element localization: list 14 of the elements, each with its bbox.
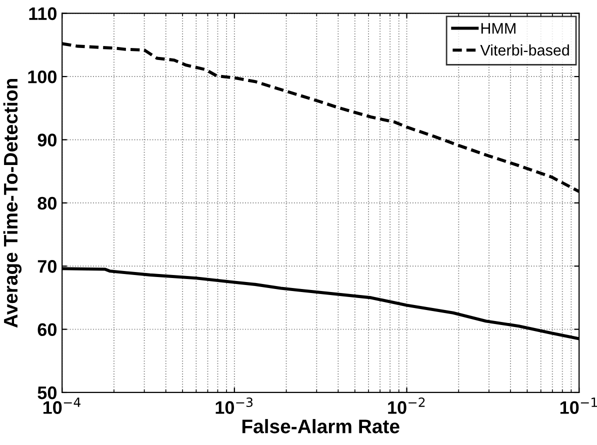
- legend-label: HMM: [481, 23, 516, 34]
- y-tick-label: 60: [38, 323, 56, 336]
- x-tick-label: 10$^{−2}$: [388, 397, 425, 414]
- y-tick-label: 70: [38, 260, 56, 273]
- y-tick-label: 80: [38, 196, 56, 210]
- y-tick-label: 100: [28, 70, 56, 84]
- x-tick-label: 10$^{−1}$: [560, 398, 597, 414]
- y-axis-title: Average Time-To-Detection: [3, 78, 22, 328]
- x-axis-title: False-Alarm Rate: [242, 419, 400, 434]
- x-tick-label: 10$^{−3}$: [216, 397, 253, 414]
- y-tick-label: 110: [29, 7, 56, 20]
- y-tick-label: 50: [38, 386, 56, 400]
- y-tick-label: 90: [38, 134, 56, 146]
- legend-label: Viterbi-based: [480, 44, 569, 56]
